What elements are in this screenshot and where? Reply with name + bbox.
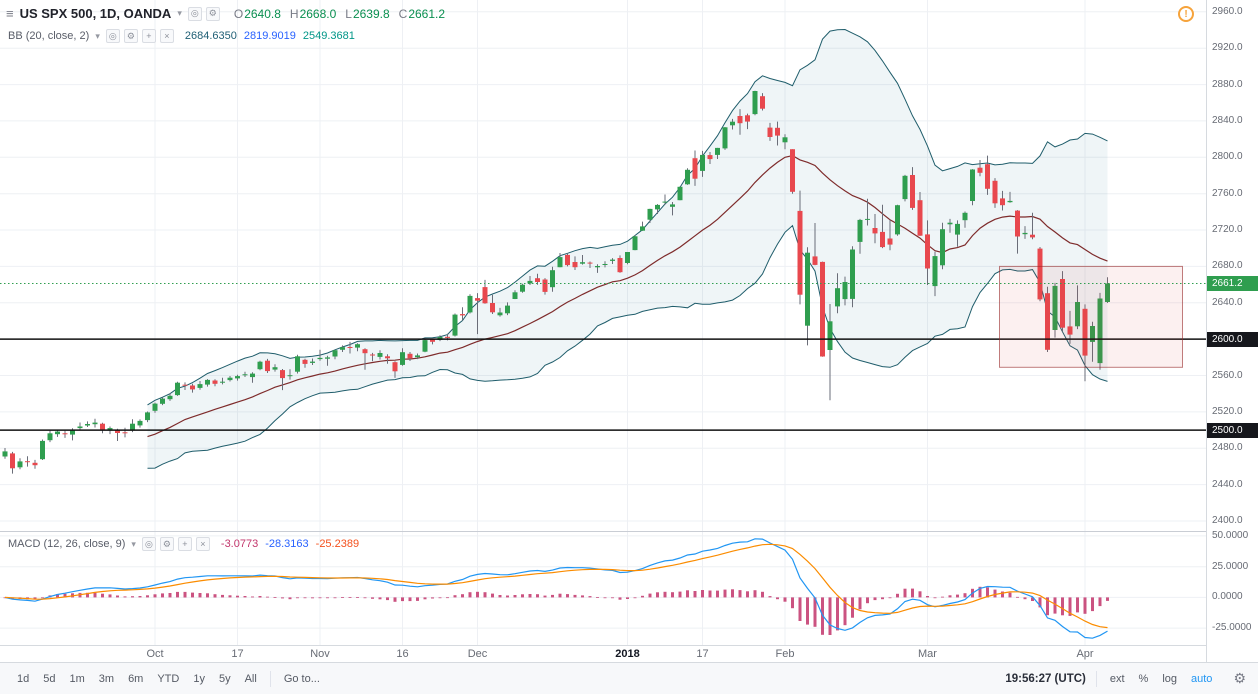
bb-lower-band xyxy=(147,224,1108,469)
range-button-5d[interactable]: 5d xyxy=(36,670,62,688)
macd-axis-label: -25.0000 xyxy=(1212,622,1252,634)
goto-button[interactable]: Go to... xyxy=(277,670,327,688)
macd-axis-label: 50.0000 xyxy=(1212,529,1249,541)
chevron-down-icon[interactable]: ▾ xyxy=(177,8,182,18)
time-axis-label: 17 xyxy=(231,648,244,660)
range-button-1d[interactable]: 1d xyxy=(10,670,36,688)
symbol-legend: ≡ US SPX 500, 1D, OANDA ▾ ◎ ⚙ O2640.8 H26… xyxy=(6,6,445,21)
toolbar-button-ext[interactable]: ext xyxy=(1103,670,1132,688)
settings-icon[interactable]: ⚙ xyxy=(123,29,138,43)
range-button-6m[interactable]: 6m xyxy=(121,670,150,688)
bb-basis-line xyxy=(147,154,1108,438)
price-axis-label: 2880.0 xyxy=(1212,78,1243,90)
price-axis-label: 2520.0 xyxy=(1212,405,1243,417)
macd-indicator-legend: MACD (12, 26, close, 9) ▾ ◎ ⚙ + × -3.077… xyxy=(8,537,359,551)
close-icon[interactable]: × xyxy=(195,537,210,551)
range-button-1m[interactable]: 1m xyxy=(63,670,92,688)
ohlc-l: L2639.8 xyxy=(345,6,390,21)
settings-gear-icon[interactable]: ⚙ xyxy=(1233,670,1246,686)
chart-canvas[interactable] xyxy=(0,0,1206,645)
bottom-toolbar: 1d 5d 1m 3m 6m YTD 1y 5y All Go to... 19:56:27 (U… xyxy=(0,662,1258,694)
chevron-down-icon[interactable]: ▾ xyxy=(95,30,100,41)
time-axis-label: Feb xyxy=(775,648,795,660)
macd-line xyxy=(4,538,1108,639)
eye-icon[interactable]: ◎ xyxy=(187,6,202,21)
bb-upper-band xyxy=(147,28,1108,406)
macd-value: -3.0773 xyxy=(220,538,259,550)
toolbar-button-%[interactable]: % xyxy=(1132,670,1156,688)
highlight-box[interactable] xyxy=(999,265,1183,368)
data-warning-icon[interactable]: ! xyxy=(1178,6,1194,22)
line-price-badge: 2600.0 xyxy=(1207,331,1258,347)
menu-icon[interactable]: ≡ xyxy=(6,6,14,21)
bb-values: 2684.6350 2819.9019 2549.3681 xyxy=(178,30,355,42)
current-price-badge: 2661.2 xyxy=(1207,276,1258,291)
price-axis-label: 2960.0 xyxy=(1212,5,1243,17)
bb-value: 2549.3681 xyxy=(302,30,355,42)
eye-icon[interactable]: ◎ xyxy=(141,537,156,551)
time-axis-label: Dec xyxy=(467,648,488,660)
line-price-badge: 2500.0 xyxy=(1207,422,1258,438)
price-axis-label: 2560.0 xyxy=(1212,369,1243,381)
ohlc-c: C2661.2 xyxy=(398,6,446,21)
macd-axis-label: 0.0000 xyxy=(1212,591,1243,603)
price-axis-label: 2720.0 xyxy=(1212,224,1243,235)
macd-value: -25.2389 xyxy=(315,538,360,550)
symbol-title[interactable]: US SPX 500, 1D, OANDA xyxy=(19,6,172,21)
toolbar-button-log[interactable]: log xyxy=(1155,670,1184,688)
price-axis-label: 2400.0 xyxy=(1212,515,1243,526)
price-axis-label: 2840.0 xyxy=(1212,114,1243,126)
price-axis[interactable]: 2960.0 2920.0 2880.0 2840.0 2800.0 2760.0 2720… xyxy=(1206,0,1258,662)
settings-icon[interactable]: ⚙ xyxy=(205,6,220,21)
macd-values: -3.0773 -28.3163 -25.2389 xyxy=(214,538,359,550)
price-axis-label: 2760.0 xyxy=(1212,187,1243,199)
time-axis-label: Mar xyxy=(918,648,937,660)
macd-label[interactable]: MACD (12, 26, close, 9) xyxy=(8,538,126,550)
add-icon[interactable]: + xyxy=(141,29,156,43)
ohlc-values: O2640.8 H2668.0 L2639.8 C2661.2 xyxy=(234,7,445,21)
settings-icon[interactable]: ⚙ xyxy=(159,537,174,551)
macd-axis-label: 25.0000 xyxy=(1212,560,1249,572)
price-axis-label: 2640.0 xyxy=(1212,296,1243,308)
toolbar-range-group: 1d 5d 1m 3m 6m YTD 1y 5y All Go to... xyxy=(10,670,327,688)
macd-signal-line xyxy=(4,543,1108,629)
time-axis-label: 2018 xyxy=(615,648,640,660)
macd-value: -28.3163 xyxy=(265,538,309,550)
price-axis-label: 2440.0 xyxy=(1212,478,1243,490)
range-button-5y[interactable]: 5y xyxy=(212,670,238,688)
time-axis-label: Nov xyxy=(310,648,330,660)
add-icon[interactable]: + xyxy=(177,537,192,551)
toolbar-separator xyxy=(269,670,271,687)
ohlc-h: H2668.0 xyxy=(289,6,337,21)
bb-indicator-legend: BB (20, close, 2) ▾ ◎ ⚙ + × 2684.6350 281… xyxy=(8,29,355,43)
time-axis-label: 17 xyxy=(696,648,709,660)
toolbar-button-auto[interactable]: auto xyxy=(1184,670,1219,688)
eye-icon[interactable]: ◎ xyxy=(105,29,120,43)
clock-display[interactable]: 19:56:27 (UTC) xyxy=(1005,672,1086,685)
time-axis-label: Oct xyxy=(146,648,164,660)
ohlc-o: O2640.8 xyxy=(233,6,281,21)
time-axis[interactable]: Oct 17 Nov 16 Dec 2018 17 Feb Mar Apr xyxy=(0,645,1206,662)
close-icon[interactable]: × xyxy=(159,29,174,43)
chart-pane: ≡ US SPX 500, 1D, OANDA ▾ ◎ ⚙ O2640.8 H26… xyxy=(0,0,1206,645)
time-axis-label: 16 xyxy=(396,648,409,660)
toolbar-separator xyxy=(1095,670,1097,687)
bb-value: 2684.6350 xyxy=(184,30,237,42)
price-axis-label: 2800.0 xyxy=(1212,151,1243,163)
price-axis-label: 2480.0 xyxy=(1212,442,1243,454)
range-button-ytd[interactable]: YTD xyxy=(150,670,186,688)
bb-value: 2819.9019 xyxy=(243,30,296,42)
price-axis-label: 2920.0 xyxy=(1212,42,1243,54)
range-button-3m[interactable]: 3m xyxy=(92,670,121,688)
toolbar-right-group: 19:56:27 (UTC) ext% log auto ⚙ xyxy=(1001,670,1248,688)
range-button-1y[interactable]: 1y xyxy=(186,670,212,688)
range-button-all[interactable]: All xyxy=(238,670,264,688)
bb-label[interactable]: BB (20, close, 2) xyxy=(8,30,90,42)
price-axis-label: 2680.0 xyxy=(1212,260,1243,272)
time-axis-label: Apr xyxy=(1076,648,1094,660)
chevron-down-icon[interactable]: ▾ xyxy=(131,538,136,549)
